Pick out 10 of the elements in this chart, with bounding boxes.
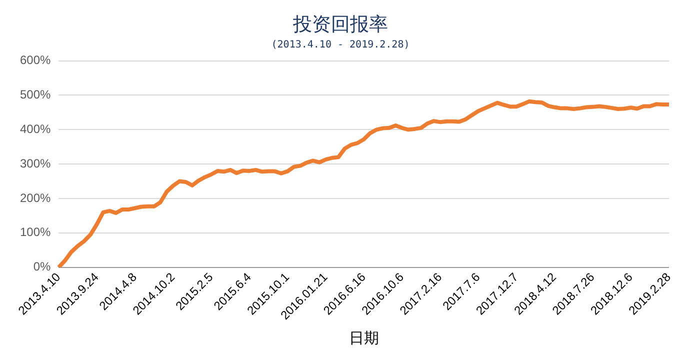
y-tick-label: 300% — [20, 156, 52, 170]
y-tick-label: 600% — [20, 53, 52, 68]
y-tick-label: 500% — [20, 88, 52, 102]
y-tick-label: 0% — [33, 260, 52, 274]
x-axis-title: 日期 — [348, 328, 379, 347]
y-tick-label: 200% — [20, 190, 52, 205]
chart-title: 投资回报率 — [292, 13, 388, 36]
chart-subtitle: (2013.4.10 - 2019.2.28) — [271, 39, 410, 50]
y-tick-label: 400% — [20, 122, 52, 136]
y-tick-label: 100% — [20, 225, 52, 240]
